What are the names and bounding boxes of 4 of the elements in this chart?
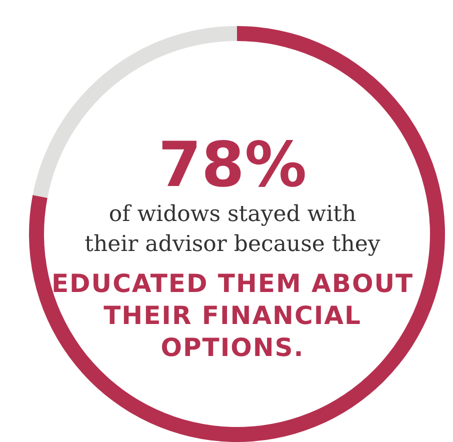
text: of widows stayed with their advisor because they <box>84 201 382 259</box>
donut-slice <box>29 26 445 442</box>
text: 78% <box>157 128 308 201</box>
text: EDUCATED THEM ABOUT THEIR FINANCIAL OPTIONS. <box>50 268 415 364</box>
